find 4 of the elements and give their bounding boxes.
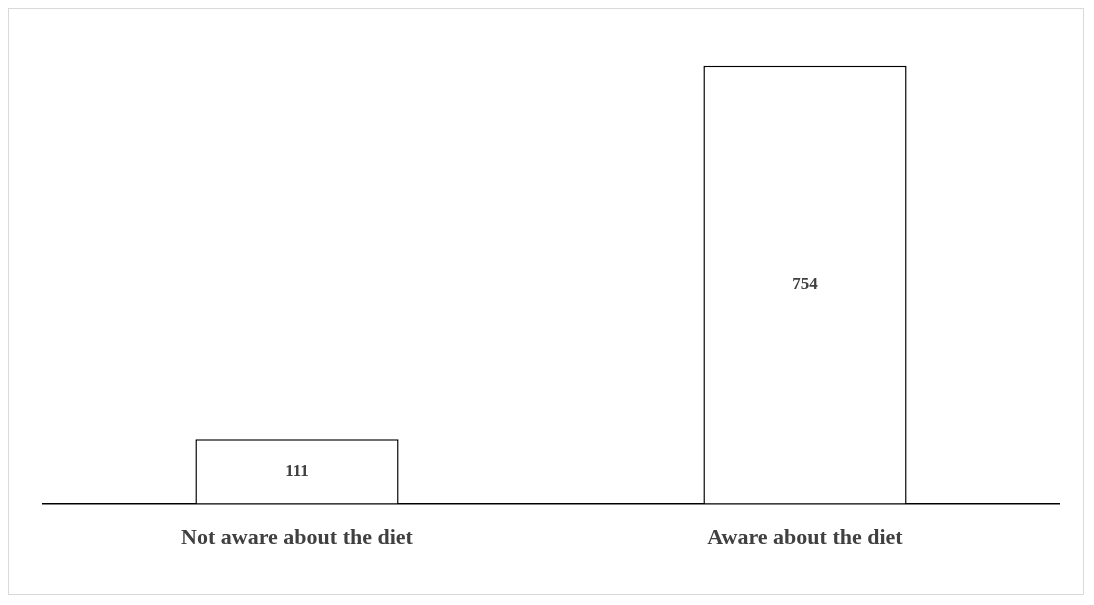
x-tick-label: Not aware about the diet	[181, 524, 414, 550]
x-tick-label: Aware about the diet	[707, 524, 904, 550]
data-label: 111	[285, 460, 309, 480]
data-label: 754	[792, 274, 819, 294]
